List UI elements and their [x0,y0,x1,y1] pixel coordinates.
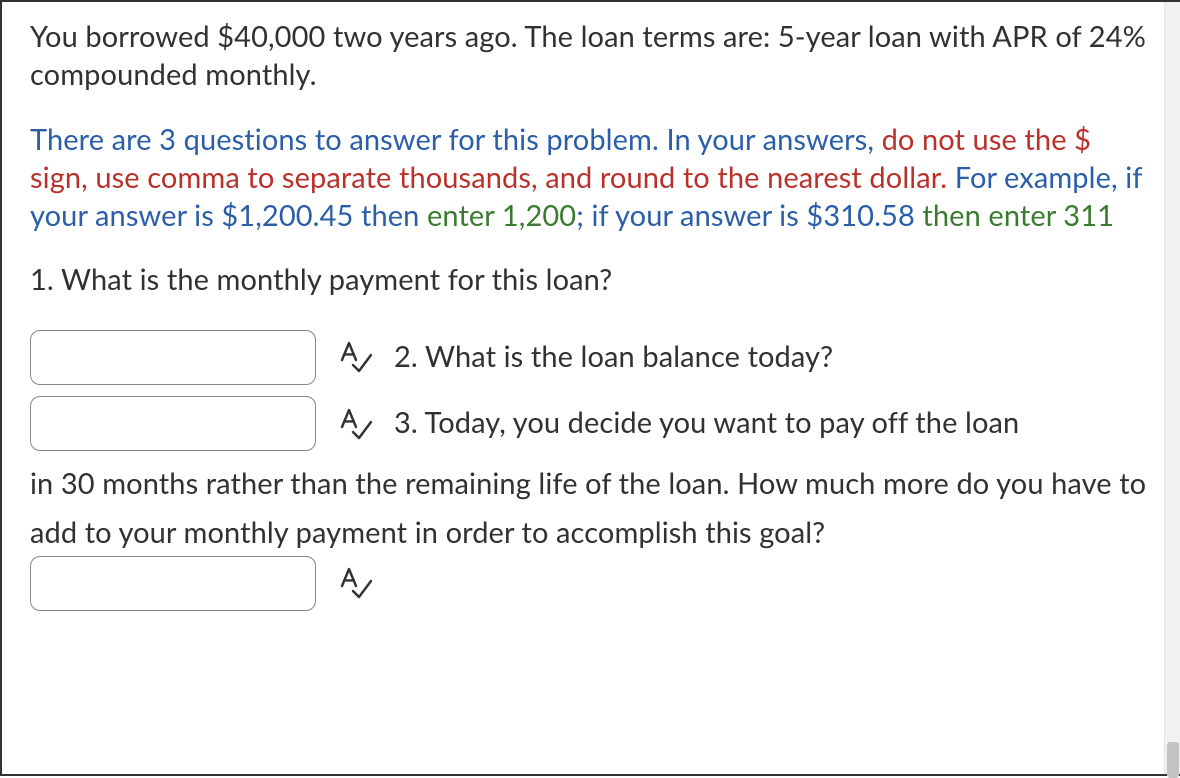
row-answer1-q2: 2. What is the loan balance today? [30,324,1152,391]
spellcheck-icon[interactable] [338,566,372,600]
answer-input-1[interactable] [30,330,316,385]
instr-seg-5: enter 1,200 [427,198,576,233]
spellcheck-icon[interactable] [338,340,372,374]
closing-text: in 30 months rather than the remaining l… [30,466,1146,550]
question-content: You borrowed $40,000 two years ago. The … [2,2,1180,613]
instr-seg-6: ; if your answer is $310.58 [576,198,922,233]
instr-seg-7: then enter 311 [922,198,1114,233]
answer-input-2[interactable] [30,396,316,451]
scrollbar-thumb[interactable] [1167,742,1179,778]
answer-input-3[interactable] [30,556,316,611]
question-1: 1. What is the monthly payment for this … [30,261,1152,299]
question-2: 2. What is the loan balance today? [394,339,833,374]
spellcheck-icon[interactable] [338,407,372,441]
vertical-scrollbar[interactable] [1164,2,1180,774]
instr-seg-2: In your answers, [666,122,881,157]
question-panel: You borrowed $40,000 two years ago. The … [0,0,1180,776]
question-3: 3. Today, you decide you want to pay off… [394,405,1019,440]
row-answer2-q3: 3. Today, you decide you want to pay off… [30,390,1152,457]
question-3-continued: in 30 months rather than the remaining l… [30,459,1152,613]
intro-text: You borrowed $40,000 two years ago. The … [30,18,1152,95]
instructions-text: There are 3 questions to answer for this… [30,121,1152,236]
instr-seg-1: There are 3 questions to answer for this… [30,122,666,157]
